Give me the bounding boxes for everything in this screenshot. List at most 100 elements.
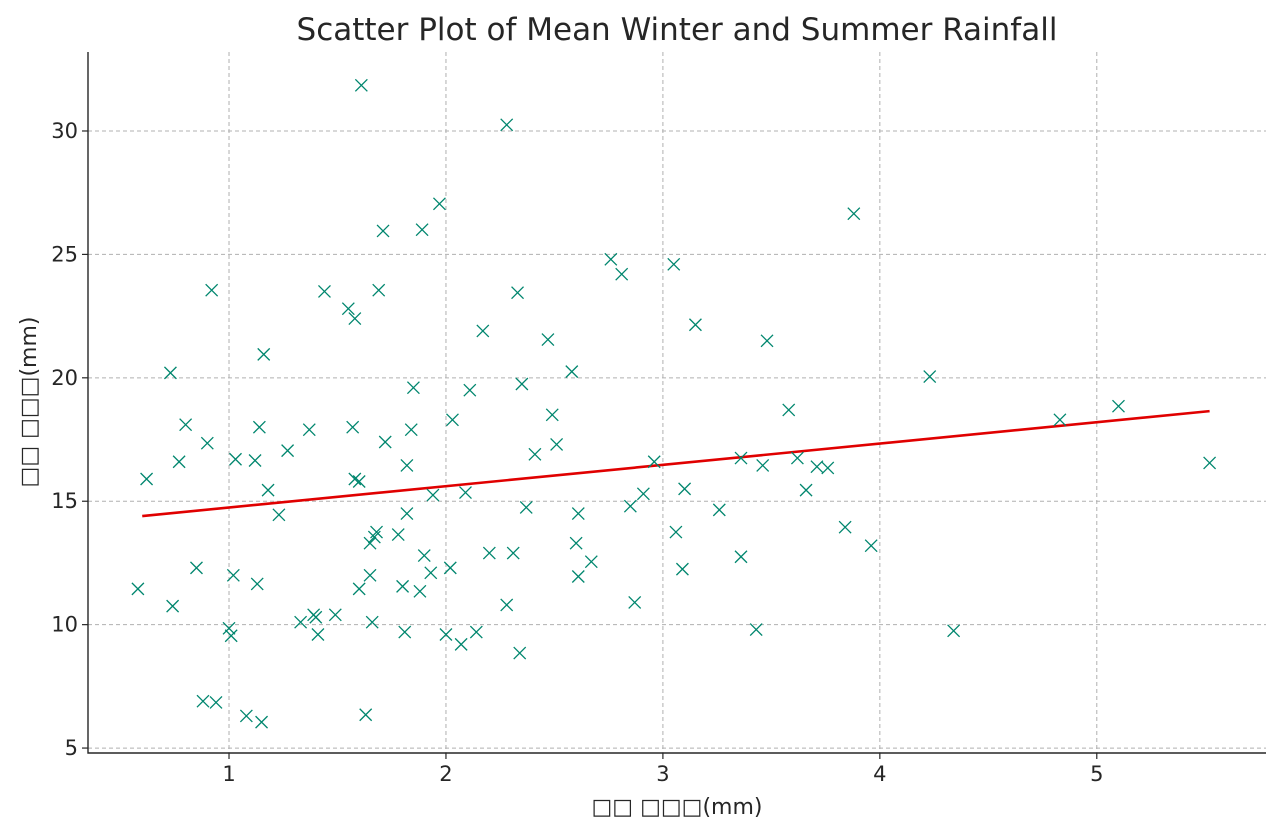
data-point [400, 507, 414, 521]
data-point [647, 455, 661, 469]
data-point [799, 483, 813, 497]
y-axis-label: □□ □□□(mm) [17, 317, 42, 488]
data-point [615, 267, 629, 281]
data-point [511, 286, 525, 300]
data-point [454, 637, 468, 651]
data-point [669, 525, 683, 539]
data-point [272, 508, 286, 522]
data-point [712, 503, 726, 517]
data-point [571, 507, 585, 521]
trend-line [142, 409, 1210, 518]
x-tick-label: 1 [222, 762, 235, 786]
data-point [328, 608, 342, 622]
data-point [623, 499, 637, 513]
data-point [352, 582, 366, 596]
axis-ticks: 1 2 3 4 5 5 10 15 20 25 30 [51, 119, 1103, 786]
x-tick-label: 2 [439, 762, 452, 786]
data-point [413, 584, 427, 598]
axes-spine [87, 52, 1266, 754]
data-point [318, 284, 331, 298]
data-point [205, 283, 219, 297]
data-point [224, 629, 238, 643]
data-point [404, 423, 418, 437]
data-point [688, 318, 702, 332]
data-point [348, 472, 362, 486]
data-point [354, 78, 368, 92]
data-point [675, 562, 689, 576]
data-point [463, 383, 477, 397]
data-point [140, 472, 154, 486]
data-point [446, 413, 459, 427]
data-point [482, 546, 496, 560]
data-point [281, 444, 295, 458]
data-point [1112, 399, 1125, 413]
data-point [257, 347, 271, 361]
data-point [261, 483, 275, 497]
y-tick-label: 20 [51, 366, 78, 390]
data-point [628, 595, 642, 609]
data-point [541, 333, 555, 347]
data-point [196, 694, 210, 708]
data-point [229, 452, 242, 466]
data-point [604, 252, 618, 266]
data-point [519, 500, 533, 514]
data-point [515, 377, 529, 391]
y-tick-label: 30 [51, 119, 78, 143]
data-point [363, 536, 377, 550]
data-point [302, 423, 316, 437]
data-point [370, 525, 383, 539]
data-point [365, 615, 379, 629]
data-point [352, 475, 366, 488]
data-point [790, 451, 804, 465]
data-point [250, 577, 264, 591]
chart-title: Scatter Plot of Mean Winter and Summer R… [297, 12, 1058, 48]
data-point [396, 579, 410, 593]
grid [88, 52, 1266, 753]
data-point [341, 302, 355, 316]
data-point [372, 283, 386, 297]
data-point [391, 528, 405, 542]
data-point [378, 435, 392, 449]
data-point [1053, 413, 1067, 427]
data-point [476, 324, 490, 338]
data-point [459, 486, 472, 500]
data-point [311, 628, 325, 641]
data-point [782, 403, 796, 417]
data-point [426, 488, 440, 502]
data-point [810, 460, 824, 474]
data-point [756, 458, 770, 472]
data-point [248, 454, 262, 467]
data-point [398, 625, 412, 639]
y-tick-label: 10 [51, 613, 78, 637]
data-point [209, 695, 223, 709]
y-tick-label: 15 [51, 489, 78, 513]
data-point [565, 365, 579, 379]
data-point [506, 546, 520, 560]
data-point [367, 530, 381, 544]
data-point [346, 420, 360, 434]
data-point [417, 549, 431, 562]
data-point [513, 646, 527, 660]
data-point [400, 458, 414, 472]
data-point [172, 455, 186, 469]
data-point [179, 418, 193, 432]
data-point [678, 482, 692, 496]
y-tick-label: 25 [51, 242, 78, 266]
data-point [222, 621, 236, 635]
data-point [864, 539, 878, 553]
data-point [500, 118, 514, 132]
data-point [432, 197, 446, 211]
data-point [363, 568, 377, 582]
data-point [439, 628, 453, 641]
data-point [131, 582, 145, 596]
data-point [359, 708, 373, 722]
data-point [239, 709, 253, 723]
data-points [131, 78, 1217, 729]
data-point [571, 570, 585, 583]
data-point [348, 312, 362, 326]
x-axis-label: □□ □□□(mm) [592, 795, 763, 820]
data-point [947, 624, 961, 638]
data-point [734, 550, 748, 564]
data-point [545, 408, 559, 422]
